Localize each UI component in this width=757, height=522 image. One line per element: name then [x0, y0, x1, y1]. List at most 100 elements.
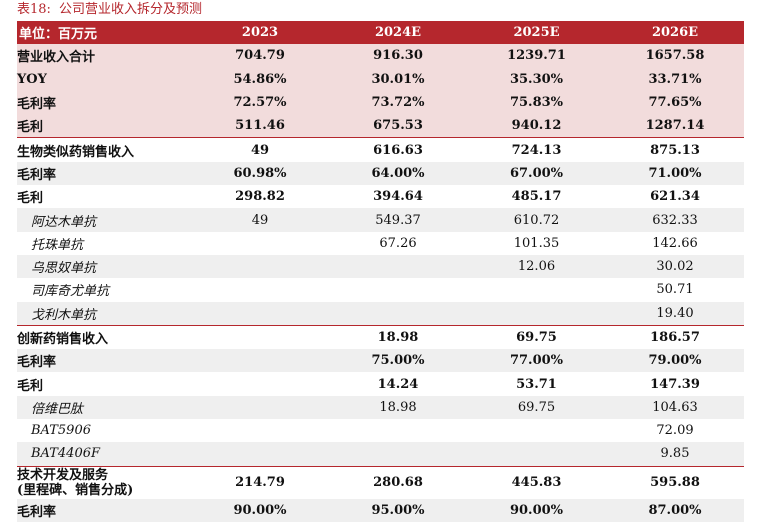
cell-value: 104.63: [606, 395, 744, 420]
cell-value: 214.79: [191, 465, 329, 499]
table-row: 毛利率 75.00% 77.00% 79.00%: [17, 349, 744, 373]
cell-value: 69.75: [467, 395, 606, 420]
row-label: 托珠单抗: [17, 231, 191, 255]
table-row: 营业收入合计 704.79 916.30 1239.71 1657.58: [17, 44, 744, 68]
cell-value: 77.00%: [467, 349, 606, 373]
table-row: 毛利 14.24 53.71 147.39: [17, 372, 744, 396]
cell-value: 511.46: [191, 114, 329, 138]
cell-value: 67.26: [329, 231, 467, 255]
row-label: 技术开发及服务 (里程碑、销售分成): [17, 465, 191, 499]
cell-value: 940.12: [467, 114, 606, 138]
cell-value: [329, 419, 467, 443]
cell-value: 621.34: [606, 185, 744, 209]
table-number: 表18:: [17, 2, 51, 17]
cell-value: 101.35: [467, 231, 606, 255]
table-row: 阿达木单抗 49 549.37 610.72 632.33: [17, 208, 744, 232]
cell-value: [329, 254, 467, 279]
row-label: 毛利率: [17, 498, 191, 522]
cell-value: 49: [191, 137, 329, 162]
cell-value: 33.71%: [606, 67, 744, 91]
cell-value: [329, 278, 467, 302]
cell-value: 1287.14: [606, 114, 744, 138]
row-label: 毛利率: [17, 90, 191, 115]
cell-value: 186.57: [606, 324, 744, 350]
row-label: 戈利木单抗: [17, 301, 191, 326]
cell-value: [191, 442, 329, 467]
table-caption: 表18: 公司营业收入拆分及预测: [17, 1, 202, 19]
row-label: 阿达木单抗: [17, 208, 191, 232]
table-row: BAT4406F 9.85: [17, 442, 744, 467]
header-row: 单位：百万元 2023 2024E 2025E 2026E: [17, 21, 744, 45]
cell-value: [191, 349, 329, 373]
year-header: 2023: [191, 21, 329, 45]
row-label: 乌思奴单抗: [17, 254, 191, 279]
unit-header: 单位：百万元: [17, 21, 191, 45]
cell-value: 75.00%: [329, 349, 467, 373]
cell-value: 704.79: [191, 44, 329, 68]
cell-value: [191, 395, 329, 420]
row-label: 倍维巴肽: [17, 395, 191, 420]
row-label: 毛利率: [17, 161, 191, 186]
cell-value: 49: [191, 208, 329, 232]
cell-value: 54.86%: [191, 67, 329, 91]
cell-value: 147.39: [606, 372, 744, 396]
year-header: 2025E: [467, 21, 606, 45]
table-row: 毛利率 72.57% 73.72% 75.83% 77.65%: [17, 90, 744, 115]
cell-value: 298.82: [191, 185, 329, 209]
row-label: 毛利: [17, 114, 191, 138]
cell-value: 916.30: [329, 44, 467, 68]
table-row: 倍维巴肽 18.98 69.75 104.63: [17, 395, 744, 420]
cell-value: 75.83%: [467, 90, 606, 115]
cell-value: 87.00%: [606, 498, 744, 522]
cell-value: [329, 301, 467, 326]
cell-value: 1657.58: [606, 44, 744, 68]
row-label: 毛利率: [17, 349, 191, 373]
cell-value: 30.02: [606, 254, 744, 279]
table-row: 生物类似药销售收入 49 616.63 724.13 875.13: [17, 137, 744, 162]
revenue-forecast-table: 单位：百万元 2023 2024E 2025E 2026E 营业收入合计 704…: [17, 21, 744, 522]
cell-value: 79.00%: [606, 349, 744, 373]
cell-value: 445.83: [467, 465, 606, 499]
cell-value: [191, 278, 329, 302]
table-row: 创新药销售收入 18.98 69.75 186.57: [17, 324, 744, 350]
cell-value: 18.98: [329, 395, 467, 420]
row-label: 毛利: [17, 372, 191, 396]
cell-value: 12.06: [467, 254, 606, 279]
row-label: 司库奇尤单抗: [17, 278, 191, 302]
cell-value: [467, 301, 606, 326]
cell-value: 35.30%: [467, 67, 606, 91]
table-row: 司库奇尤单抗 50.71: [17, 278, 744, 302]
table-row: 乌思奴单抗 12.06 30.02: [17, 254, 744, 279]
cell-value: 30.01%: [329, 67, 467, 91]
cell-value: [191, 372, 329, 396]
cell-value: 724.13: [467, 137, 606, 162]
row-label: YOY: [17, 67, 191, 91]
row-label: 毛利: [17, 185, 191, 209]
table-row: 戈利木单抗 19.40: [17, 301, 744, 326]
cell-value: 95.00%: [329, 498, 467, 522]
cell-value: 610.72: [467, 208, 606, 232]
row-label: 创新药销售收入: [17, 324, 191, 350]
cell-value: 14.24: [329, 372, 467, 396]
cell-value: 616.63: [329, 137, 467, 162]
cell-value: 19.40: [606, 301, 744, 326]
row-label: BAT5906: [17, 419, 191, 443]
cell-value: 60.98%: [191, 161, 329, 186]
cell-value: 69.75: [467, 324, 606, 350]
cell-value: [329, 442, 467, 467]
cell-value: 72.57%: [191, 90, 329, 115]
cell-value: [467, 442, 606, 467]
cell-value: 64.00%: [329, 161, 467, 186]
cell-value: 549.37: [329, 208, 467, 232]
cell-value: [191, 324, 329, 350]
cell-value: 71.00%: [606, 161, 744, 186]
table-row: BAT5906 72.09: [17, 419, 744, 443]
row-label: 生物类似药销售收入: [17, 137, 191, 162]
table-row: YOY 54.86% 30.01% 35.30% 33.71%: [17, 67, 744, 91]
cell-value: 675.53: [329, 114, 467, 138]
cell-value: 142.66: [606, 231, 744, 255]
cell-value: 67.00%: [467, 161, 606, 186]
table-title: 公司营业收入拆分及预测: [58, 2, 202, 17]
table-row: 毛利 511.46 675.53 940.12 1287.14: [17, 114, 744, 138]
cell-value: 90.00%: [467, 498, 606, 522]
